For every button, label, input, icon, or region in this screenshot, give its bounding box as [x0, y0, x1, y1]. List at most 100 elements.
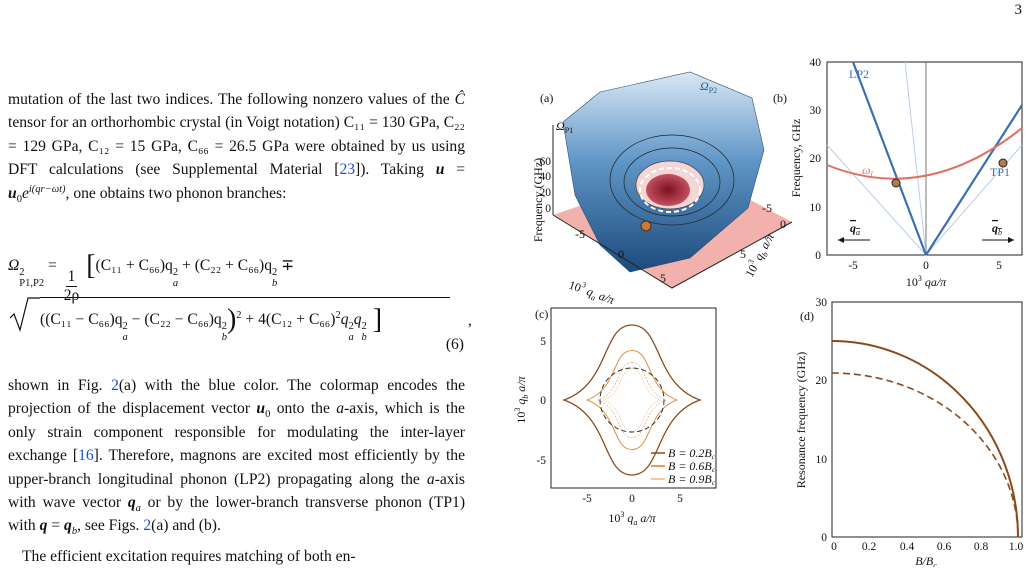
equation-line: Ω 2 P1,P2 = 1 2ρ [(C₁₁ + C₆₆)q 2 a + (C₂₂ + C… [8, 250, 294, 305]
x-tick-label: 0.4 [900, 541, 915, 553]
text-span: or by the lower-branch transverse phonon… [8, 494, 466, 535]
legend-label: B = 0.6Bc [668, 459, 716, 474]
text-span: i(qr−ωt) [28, 183, 66, 195]
curve-label: ωl [862, 163, 873, 179]
text-span: Ĉ [454, 91, 465, 108]
text-span: (a) with the blue color. The colormap en… [8, 377, 465, 418]
shape [904, 61, 927, 256]
shape [640, 220, 652, 232]
text-span: l [870, 170, 873, 179]
text-span: q [992, 221, 998, 235]
text-span: (C₁₁ + C₆₆)q [95, 257, 173, 274]
y-tick-label: 5 [540, 336, 546, 348]
text-span: tensor for an orthorhombic crystal (in V… [8, 114, 344, 132]
text-span: a [172, 278, 179, 289]
panel-c: B = 0.2Bc B = 0.6Bc B = 0.9Bc (c) 5 0 -5… [513, 307, 717, 527]
text-span: a [856, 228, 860, 237]
text-span: [ [86, 250, 96, 281]
text-span: b [272, 278, 278, 289]
equation-line: ((C₁₁ − C₆₆)q 2 a − (C₂₂ − C₆₆)q 2 b)2 + 4(C… [40, 304, 382, 343]
y-tick-label: 10 [810, 202, 822, 214]
text-span: a/π [594, 288, 617, 308]
curve-label: TP1 [990, 165, 1010, 179]
panel-b: (b) 0 10 20 30 40 -5 0 5 Frequency, GHz … [773, 57, 1023, 289]
y-tick-label: 0 [780, 217, 786, 231]
text-span: a/π [514, 375, 528, 394]
radical-sign [9, 297, 40, 333]
shape [998, 158, 1008, 168]
x-tick-label: 0 [831, 541, 837, 553]
text-span: 2 [361, 321, 367, 332]
arrow-label: qb [992, 221, 1002, 237]
panel-label: (a) [540, 91, 553, 105]
element: mutation of the last two indices. The fo… [8, 88, 465, 205]
shape [826, 127, 1023, 180]
text-span: , see Figs. [77, 517, 144, 535]
shape [925, 104, 1023, 256]
text-span: c [712, 466, 716, 474]
text-span: B = 0.2B [668, 446, 712, 460]
shape [609, 134, 735, 226]
shape [599, 367, 665, 433]
text-span: = [444, 161, 465, 179]
text-span: c [933, 561, 937, 567]
text-span: Ω [700, 79, 709, 93]
paragraph: shown in Fig. 2(a) with the blue color. … [8, 374, 465, 538]
text-span: u [8, 184, 17, 202]
x-tick-label: 0 [923, 260, 929, 272]
panel-label: (b) [773, 91, 787, 105]
text-span: were obtained by us using DFT calculatio… [8, 137, 466, 179]
text-span: 3 [620, 510, 624, 519]
text-span: , one obtains two phonon branches: [65, 184, 287, 202]
z-axis-label: Frequency (GHz) [531, 158, 545, 242]
y-tick-label: 5 [740, 247, 746, 261]
text-span: -axis, which is the only strain componen… [8, 400, 465, 465]
text-span: a [348, 332, 354, 343]
text-span: 2 [111, 377, 119, 394]
text-span: q [340, 311, 349, 328]
y-tick-label: 20 [810, 153, 822, 165]
y-axis-label: Frequency, GHz [789, 119, 803, 198]
x-tick-label: 5 [677, 493, 683, 505]
x-tick-label: 5 [996, 260, 1002, 272]
y-tick-label: 30 [816, 297, 828, 309]
text-span: Ω [556, 119, 565, 133]
paragraph: mutation of the last two indices. The fo… [8, 88, 465, 205]
y-tick-label: 20 [816, 375, 828, 387]
shape [639, 167, 701, 213]
surface-label: ΩP2 [700, 79, 717, 95]
shape [891, 178, 901, 188]
equation-comma: , [468, 312, 472, 329]
equation-number: (6) [445, 336, 464, 353]
shape [1008, 237, 1014, 243]
z-tick-label: 20 [540, 187, 552, 199]
text-span: 0 [265, 409, 271, 421]
text-span: 10 [906, 275, 918, 289]
shape [597, 362, 667, 438]
shape [562, 324, 702, 476]
legend-label: B = 0.9Bc [668, 472, 716, 487]
x-tick-label: -5 [582, 493, 592, 505]
x-axis-label: B/Bc [915, 554, 937, 567]
y-tick-label: 0 [815, 250, 821, 262]
text-span: 2 [19, 267, 25, 278]
surface-label: ΩP1 [556, 119, 573, 135]
text-span: 3 [581, 280, 588, 290]
text-span: onto the [270, 400, 337, 418]
shape [602, 368, 662, 432]
text-span: = [48, 257, 57, 274]
text-span: shown in Fig. [8, 377, 112, 394]
text-span: P2 [709, 86, 717, 95]
text-span: 2 [335, 309, 341, 321]
text-span: u [435, 161, 445, 179]
shape [826, 61, 1023, 256]
y-tick-label: 0 [821, 532, 827, 544]
element: shown in Fig. 2(a) with the blue color. … [8, 374, 465, 538]
page-number: 3 [1014, 2, 1023, 18]
text-span: q [850, 221, 856, 235]
text-span: 2ρ [63, 287, 80, 304]
